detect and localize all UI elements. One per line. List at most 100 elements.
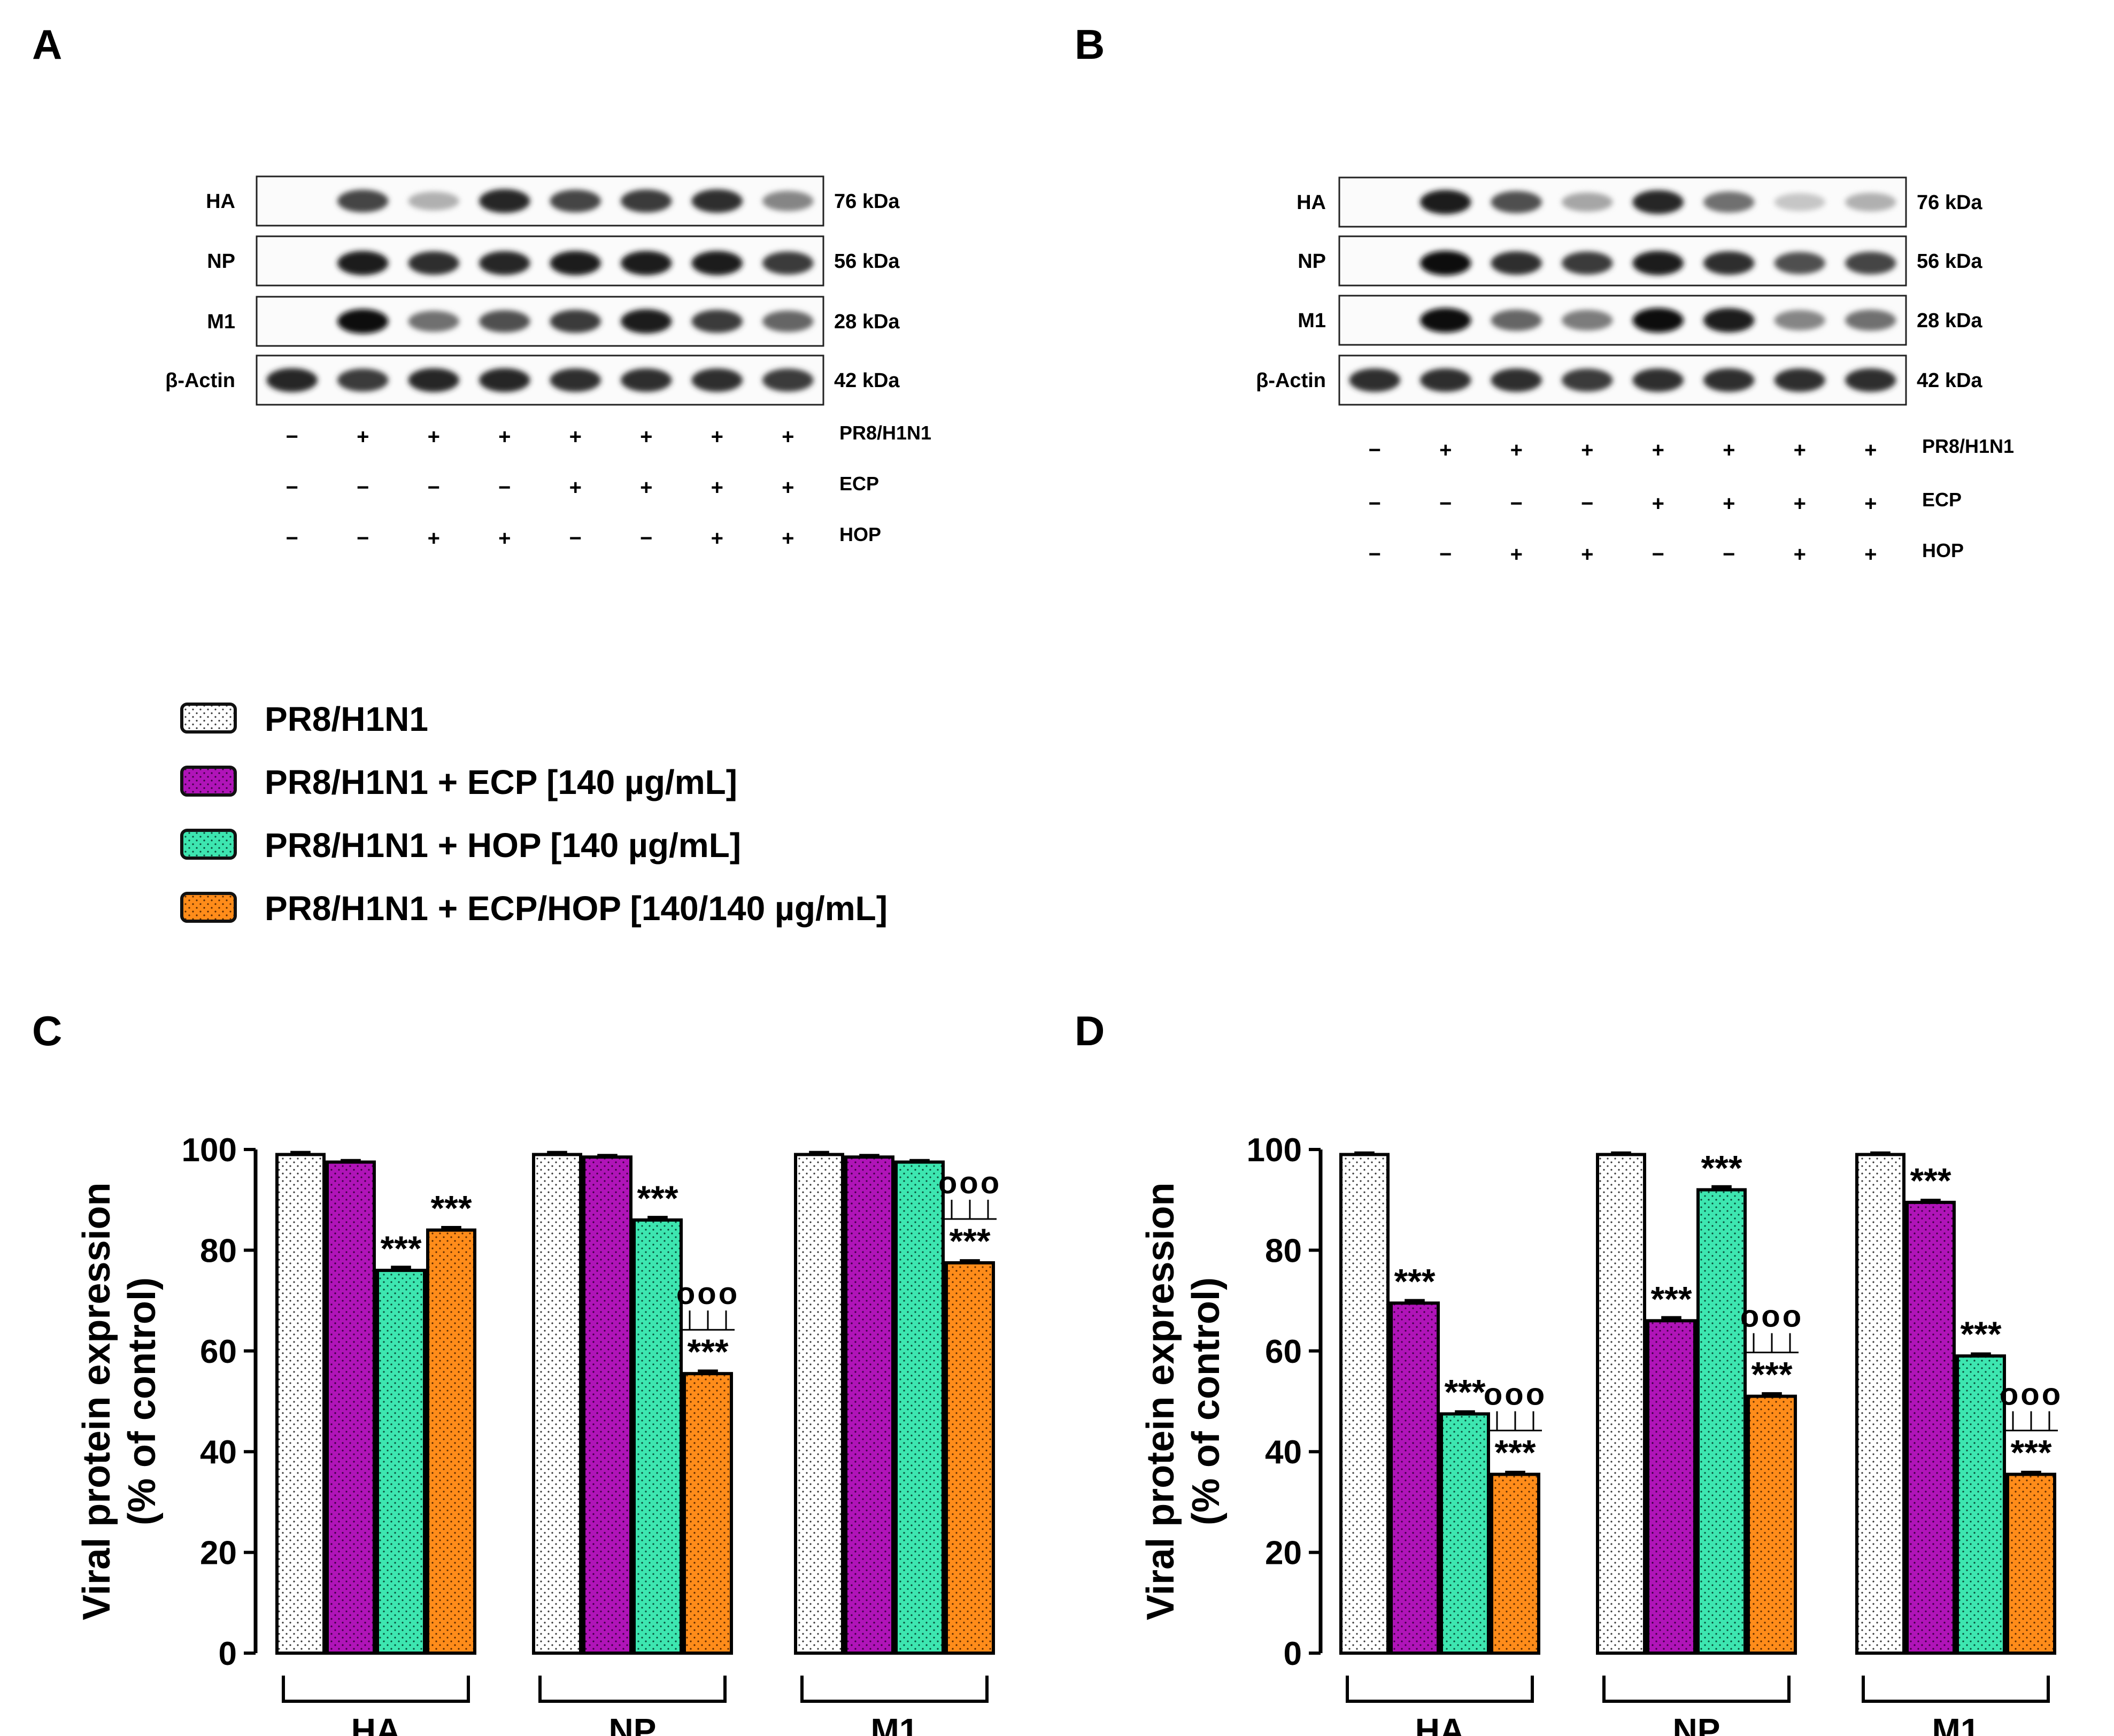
category-label: NP	[609, 1711, 657, 1736]
significance-circles: ooo	[1740, 1299, 1803, 1334]
blot-band	[762, 310, 814, 333]
blot-band	[408, 368, 459, 392]
significance-stars: ***	[1444, 1372, 1485, 1412]
blot-band	[550, 251, 601, 275]
treatment-sign: +	[428, 527, 440, 550]
blot-band	[1632, 368, 1684, 392]
bar	[1490, 1472, 1540, 1655]
bar	[1696, 1188, 1747, 1655]
blot-band	[1703, 251, 1755, 275]
category-label: HA	[351, 1711, 400, 1736]
treatment-sign: +	[357, 425, 369, 449]
bar	[1339, 1153, 1390, 1655]
bar	[376, 1269, 426, 1655]
blot-band	[762, 251, 814, 275]
treatment-sign: +	[569, 476, 582, 499]
blot-kda-label: 56 kDa	[1917, 250, 1982, 273]
bar	[326, 1160, 376, 1655]
bar	[1905, 1200, 1956, 1655]
panel-label-c: C	[32, 1007, 62, 1054]
blot-band	[1703, 368, 1755, 392]
significance-stars: ***	[2010, 1433, 2051, 1472]
treatment-sign: +	[1510, 543, 1523, 566]
blot-band	[1703, 308, 1755, 333]
blot-row-label: M1	[207, 311, 235, 333]
y-axis-label-2: (% of control)	[1185, 1277, 1228, 1525]
treatment-label: PR8/H1N1	[1922, 435, 2014, 457]
blot-band	[691, 251, 743, 275]
bar	[275, 1153, 326, 1655]
bar-chart-c: 0 20 40 60 80 100 Viral protein expression (% o…	[75, 1132, 999, 1736]
y-tick-label: 0	[1284, 1635, 1302, 1672]
blot-band	[1845, 310, 1896, 331]
bar	[1390, 1301, 1440, 1655]
group-bracket	[1346, 1676, 1534, 1703]
y-axis-label: Viral protein expression	[1139, 1183, 1182, 1621]
blot-band	[1774, 368, 1825, 392]
blot-kda-label: 42 kDa	[834, 369, 900, 392]
bar	[426, 1228, 476, 1655]
category-label: M1	[871, 1711, 919, 1736]
treatment-sign: +	[569, 425, 582, 449]
y-tick-label: 100	[182, 1132, 237, 1169]
blot-band	[1774, 252, 1825, 274]
y-tick-label: 0	[219, 1635, 237, 1672]
significance-stars: ***	[380, 1229, 421, 1268]
treatment-sign: −	[1369, 438, 1381, 462]
significance-stars: ***	[949, 1221, 990, 1261]
blot-band	[691, 310, 743, 333]
bar	[532, 1153, 582, 1655]
bar	[945, 1261, 995, 1655]
legend: PR8/H1N1 PR8/H1N1 + ECP [140 µg/mL] PR8/H1…	[180, 700, 888, 928]
significance-stars: ***	[637, 1178, 678, 1218]
group-bracket	[538, 1676, 727, 1703]
blot-kda-label: 28 kDa	[834, 311, 900, 333]
group-bracket	[1862, 1676, 2050, 1703]
blot-band	[1845, 251, 1896, 275]
treatment-sign: +	[782, 527, 794, 550]
treatment-sign: −	[286, 527, 298, 550]
significance-circles: ooo	[1484, 1377, 1547, 1412]
blot-kda-label: 76 kDa	[1917, 191, 1982, 214]
blot-band	[1420, 308, 1471, 333]
significance-circles: ooo	[676, 1276, 739, 1311]
treatment-sign: +	[498, 527, 511, 550]
blot-band	[1562, 368, 1613, 392]
bar	[683, 1372, 733, 1655]
blot-band	[1420, 368, 1471, 392]
bar	[1646, 1319, 1696, 1655]
treatment-label: ECP	[1922, 489, 1962, 511]
treatment-sign: −	[1581, 492, 1593, 515]
category-label: NP	[1673, 1711, 1720, 1736]
bar	[582, 1155, 632, 1655]
blot-band	[337, 309, 389, 334]
treatment-sign: +	[782, 476, 794, 499]
legend-label: PR8/H1N1 + ECP/HOP [140/140 µg/mL]	[265, 889, 888, 928]
category-label: HA	[1415, 1711, 1464, 1736]
blot-band	[479, 310, 530, 333]
blot-band	[762, 368, 814, 392]
treatment-sign: +	[782, 425, 794, 449]
bar	[1440, 1412, 1490, 1655]
group-bracket	[282, 1676, 470, 1703]
blot-band	[621, 309, 672, 334]
legend-label: PR8/H1N1 + HOP [140 µg/mL]	[265, 826, 741, 865]
blot-band	[621, 368, 672, 392]
treatment-sign: −	[640, 527, 652, 550]
bar	[894, 1160, 945, 1655]
y-tick-label: 80	[1265, 1232, 1302, 1269]
y-tick-label: 80	[200, 1232, 237, 1269]
blot-kda-label: 56 kDa	[834, 250, 900, 273]
significance-stars: ***	[1751, 1355, 1792, 1394]
treatment-sign: −	[569, 527, 582, 550]
legend-swatch	[180, 703, 237, 734]
significance-circles: ooo	[2000, 1377, 2063, 1412]
blot-band	[1845, 192, 1896, 212]
blot-band	[621, 251, 672, 275]
significance-stars: ***	[1910, 1161, 1951, 1200]
blot-band	[408, 251, 459, 275]
treatment-sign: +	[1723, 492, 1735, 515]
significance-stars: ***	[1494, 1433, 1536, 1472]
bar	[632, 1218, 683, 1655]
blot-band	[479, 189, 530, 213]
